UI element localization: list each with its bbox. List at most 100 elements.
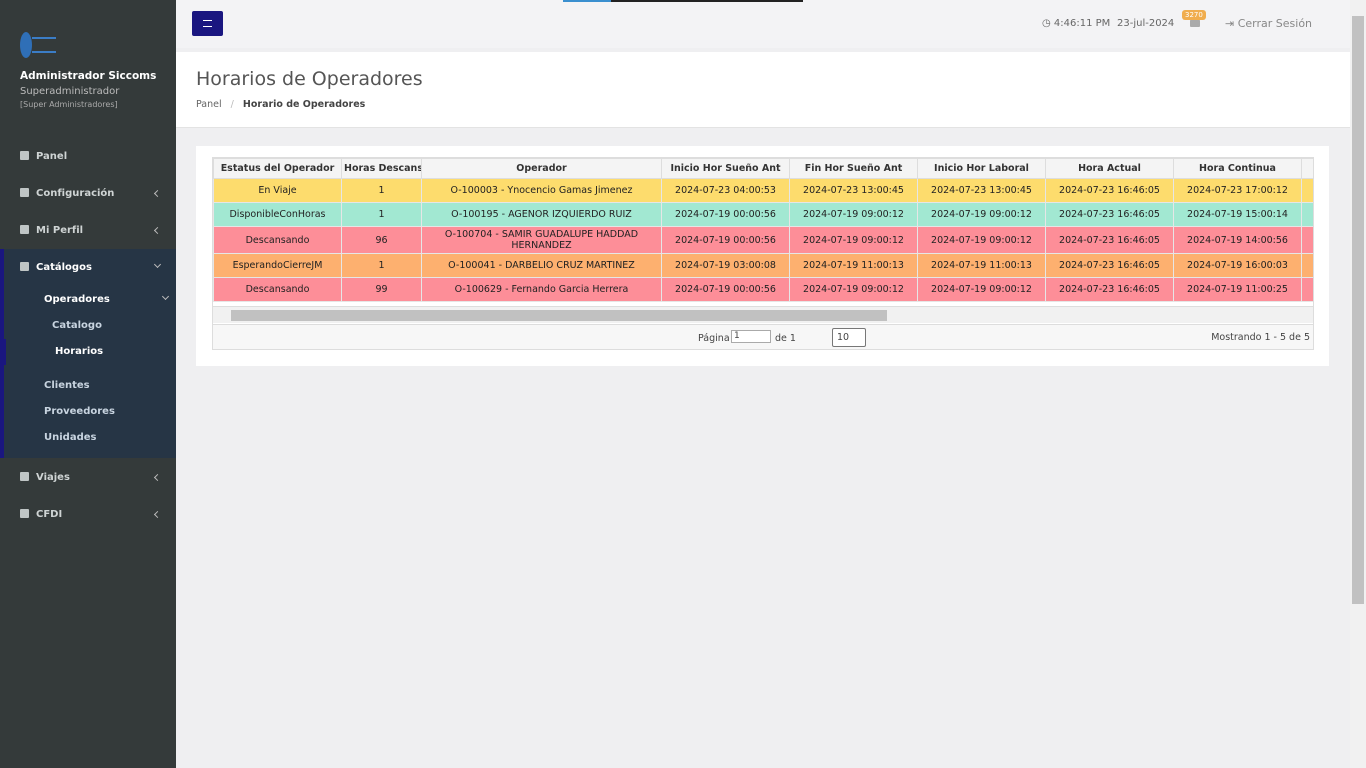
menu-item[interactable]: Mi Perfil (20, 225, 162, 236)
table-cell: 2024-07-23 16:46:05 (1045, 202, 1174, 227)
menu-item[interactable]: Unidades (44, 432, 97, 443)
table-cell: 2024-07-23 13:00:45 (789, 178, 918, 203)
menu-label: Operadores (44, 294, 110, 305)
notification-badge: 3270 (1182, 10, 1206, 20)
clock: ◷ 4:46:11 PM (1042, 18, 1111, 29)
table-cell: 2024-07-23 16:46:05 (1045, 277, 1174, 302)
column-header[interactable]: Inicio Hor Laboral (917, 158, 1046, 179)
progress-bar (563, 0, 803, 2)
table-cell: 2024-07-19 00:00:56 (661, 277, 790, 302)
date: 23-jul-2024 (1117, 18, 1175, 29)
table-cell: 2024-07-19 11:00:25 (1173, 277, 1302, 302)
table-cell: 2024-07-23 16:46:05 (1045, 253, 1174, 278)
breadcrumb-current: Horario de Operadores (242, 99, 366, 110)
table-cell: 2024-07-23 16:46:05 (1045, 178, 1174, 203)
menu-item[interactable]: Clientes (44, 380, 90, 391)
user-group: [Super Administradores] (20, 100, 118, 109)
table-cell: 2024-07-19 09:00:12 (789, 202, 918, 227)
table-cell: 2024-07-23 16:46:05 (1045, 226, 1174, 254)
table-row[interactable]: Descansando 96 O-100704 - SAMIR GUADALUPE … (213, 226, 1313, 254)
bell-icon[interactable] (1190, 16, 1200, 27)
table-cell: 2024-07-19 16:00:03 (1173, 253, 1302, 278)
v-scroll-thumb[interactable] (1352, 16, 1364, 604)
grid: Estatus del Operador Horas Descansa Operad… (212, 157, 1314, 350)
menu-item[interactable]: Viajes (20, 472, 162, 483)
scroll-thumb[interactable] (231, 310, 887, 321)
table-cell: EsperandoCierreJM (213, 253, 342, 278)
table-cell: 2024-07-23 17:00:12 (1173, 178, 1302, 203)
page-size-select[interactable]: 10 (832, 328, 866, 347)
top-bar: ◷ 4:46:11 PM 23-jul-2024 3270 ⇥ Cerrar S… (176, 0, 1350, 48)
table-cell: En Viaje (213, 178, 342, 203)
record-summary: Mostrando 1 - 5 de 5 (1211, 332, 1310, 343)
table-cell: 2024-07-19 15:00:14 (1173, 202, 1302, 227)
column-header[interactable]: Inicio Hor Sueño Ant (661, 158, 790, 179)
user-role[interactable]: Superadministrador (20, 86, 120, 97)
table-row[interactable]: DisponibleConHoras 1 O-100195 - AGENOR IZQ… (213, 202, 1313, 227)
table-row[interactable]: EsperandoCierreJM 1 O-100041 - DARBELIO CR… (213, 253, 1313, 278)
menu-item[interactable]: Configuración (20, 188, 162, 199)
table-cell (1301, 253, 1313, 278)
page-input[interactable]: 1 (731, 330, 771, 343)
logo (18, 30, 58, 60)
table-row[interactable]: Descansando 99 O-100629 - Fernando Garcia … (213, 277, 1313, 302)
panel: Estatus del Operador Horas Descansa Operad… (196, 146, 1329, 366)
logout[interactable]: ⇥ Cerrar Sesión (1225, 17, 1313, 30)
table-cell: 2024-07-19 09:00:12 (789, 226, 918, 254)
pager: Página 1 de 1 10 Mostrando 1 - 5 de 5 (213, 324, 1313, 349)
menu-label: Catálogos (36, 262, 92, 273)
column-header[interactable]: Fin Hor Sueño Ant (789, 158, 918, 179)
breadcrumb-link[interactable]: Panel (196, 99, 222, 110)
v-scrollbar[interactable] (1350, 0, 1366, 768)
column-header[interactable]: Horas Descansa (341, 158, 422, 179)
menu-toggle[interactable] (192, 11, 223, 36)
table-cell: 2024-07-19 03:00:08 (661, 253, 790, 278)
table-cell: 2024-07-19 00:00:56 (661, 202, 790, 227)
column-header[interactable]: Hora Actual (1045, 158, 1174, 179)
menu-label: Configuración (36, 188, 115, 199)
column-header[interactable]: Estatus del Operador (213, 158, 342, 179)
menu-item[interactable]: CFDI (20, 509, 162, 520)
menu-label: Viajes (36, 472, 70, 483)
table-cell: O-100704 - SAMIR GUADALUPE HADDAD HERNAN… (421, 226, 662, 254)
sidebar: Administrador Siccoms Superadministrador… (0, 0, 176, 768)
page-label: Página (698, 333, 730, 344)
table-cell: 99 (341, 277, 422, 302)
menu-item[interactable]: Proveedores (44, 406, 115, 417)
menu-item[interactable]: Catálogos (20, 260, 162, 273)
page-title: Horarios de Operadores (196, 68, 423, 90)
column-header[interactable]: Operador (421, 158, 662, 179)
time: 4:46:11 PM (1053, 18, 1111, 29)
column-header (1301, 158, 1313, 179)
table-cell: 2024-07-19 09:00:12 (917, 277, 1046, 302)
table-cell: O-100195 - AGENOR IZQUIERDO RUIZ (421, 202, 662, 227)
data-table: Estatus del Operador Horas Descansa Operad… (213, 158, 1313, 302)
table-cell: 1 (341, 253, 422, 278)
h-scrollbar[interactable] (213, 306, 1313, 323)
breadcrumb: Panel / Horario de Operadores (196, 99, 366, 110)
table-cell: O-100041 - DARBELIO CRUZ MARTINEZ (421, 253, 662, 278)
table-row[interactable]: En Viaje 1 O-100003 - Ynocencio Gamas Jime… (213, 178, 1313, 203)
menu-item[interactable]: Panel (20, 151, 67, 162)
menu-label: Panel (36, 151, 68, 162)
menu-item[interactable]: Operadores (44, 292, 170, 305)
menu-item[interactable]: Catalogo (52, 320, 102, 331)
table-cell: 1 (341, 178, 422, 203)
page-header: Horarios de Operadores Panel / Horario d… (176, 52, 1350, 128)
table-cell: 2024-07-19 00:00:56 (661, 226, 790, 254)
menu-label: Mi Perfil (36, 225, 84, 236)
table-cell: 2024-07-23 04:00:53 (661, 178, 790, 203)
table-cell: DisponibleConHoras (213, 202, 342, 227)
table-cell: 96 (341, 226, 422, 254)
table-cell: 2024-07-23 13:00:45 (917, 178, 1046, 203)
table-cell: 2024-07-19 11:00:13 (789, 253, 918, 278)
column-header[interactable]: Hora Continua (1173, 158, 1302, 179)
menu-item[interactable]: Horarios (55, 346, 104, 357)
table-cell: 1 (341, 202, 422, 227)
table-cell: Descansando (213, 226, 342, 254)
user-name: Administrador Siccoms (20, 70, 157, 82)
table-cell: 2024-07-19 11:00:13 (917, 253, 1046, 278)
table-cell: 2024-07-19 09:00:12 (789, 277, 918, 302)
